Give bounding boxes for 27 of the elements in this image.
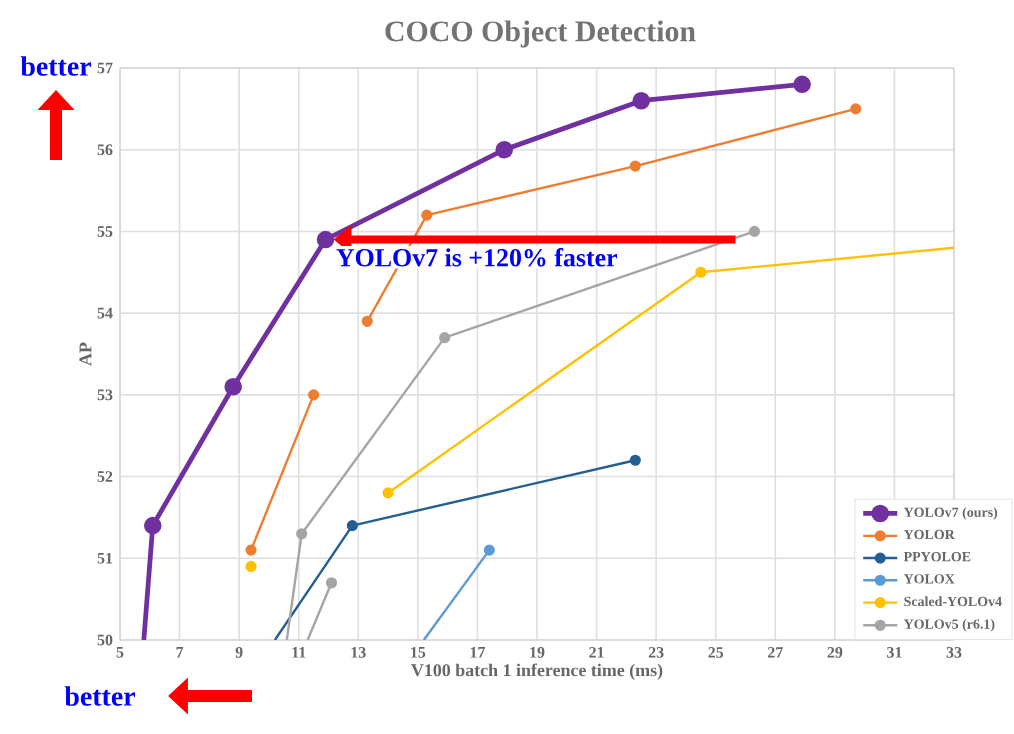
point (144, 516, 162, 535)
point (346, 520, 358, 532)
text: better (20, 56, 92, 76)
point (316, 230, 335, 249)
point (793, 75, 811, 94)
point (421, 209, 433, 221)
text: better (64, 686, 136, 706)
point (748, 225, 761, 238)
chart-title: COCO Object Detection (385, 20, 696, 48)
point (629, 454, 641, 466)
annotation: YOLOv7 is +120% faster (336, 247, 618, 267)
y-axis-title: AP (79, 342, 92, 366)
point (296, 528, 308, 540)
point (224, 377, 242, 396)
point (850, 103, 862, 115)
point (382, 487, 394, 499)
point (495, 140, 514, 159)
point (245, 544, 257, 556)
point (632, 91, 651, 110)
point (361, 315, 373, 327)
point (629, 160, 641, 172)
point (439, 332, 451, 344)
point (308, 389, 320, 401)
point (483, 544, 495, 556)
point (245, 560, 257, 573)
point (695, 266, 707, 278)
x-axis-title: V100 batch 1 inference time (ms) (411, 663, 663, 680)
